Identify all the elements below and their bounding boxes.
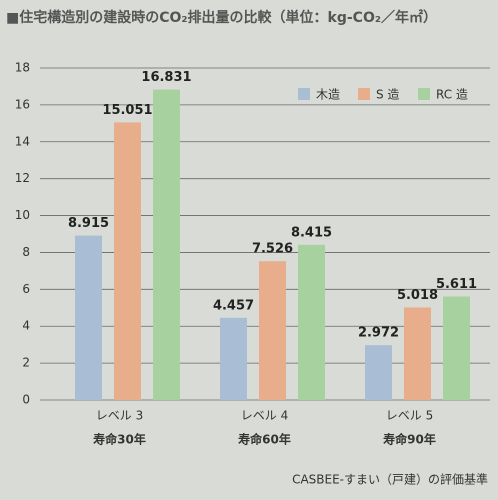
y-tick-label: 12 [15,171,30,185]
x-tick-sublabel: 寿命60年 [238,432,291,447]
bar [298,244,325,400]
bar [75,235,102,400]
y-tick-label: 10 [15,208,30,222]
value-label: 5.611 [436,277,477,292]
bar [220,317,247,400]
value-label: 16.831 [141,70,191,85]
legend-swatch [418,88,430,100]
bar [259,261,286,400]
x-tick-sublabel: 寿命90年 [383,432,436,447]
y-tick-label: 6 [22,282,30,296]
y-tick-label: 16 [15,97,30,111]
bar [443,296,470,400]
y-tick-label: 14 [15,134,30,148]
y-tick-label: 4 [22,319,30,333]
legend-swatch [298,88,310,100]
bar [365,345,392,400]
value-label: 2.972 [358,326,399,341]
x-tick-label: レベル 4 [241,409,288,423]
bar [153,89,180,400]
y-tick-label: 0 [22,393,30,407]
legend-label: S 造 [376,88,399,102]
y-tick-label: 18 [15,61,30,75]
value-label: 8.915 [68,216,109,231]
legend-swatch [358,88,370,100]
legend-label: RC 造 [436,88,468,102]
value-label: 5.018 [397,288,438,303]
x-tick-label: レベル 5 [386,409,433,423]
footnote: CASBEE-すまい（戸建）の評価基準 [292,472,488,487]
chart-title: ■住宅構造別の建設時のCO₂排出量の比較（単位：kg-CO₂／年㎡） [6,9,437,26]
x-tick-sublabel: 寿命30年 [93,432,146,447]
x-tick-label: レベル 3 [96,409,143,423]
y-tick-label: 2 [22,356,30,370]
value-label: 15.051 [102,103,152,118]
value-label: 4.457 [213,298,254,313]
legend-label: 木造 [316,88,340,102]
bar [114,122,141,400]
value-label: 7.526 [252,242,293,257]
bar [404,307,431,400]
value-label: 8.415 [291,225,332,240]
y-tick-label: 8 [22,245,30,259]
